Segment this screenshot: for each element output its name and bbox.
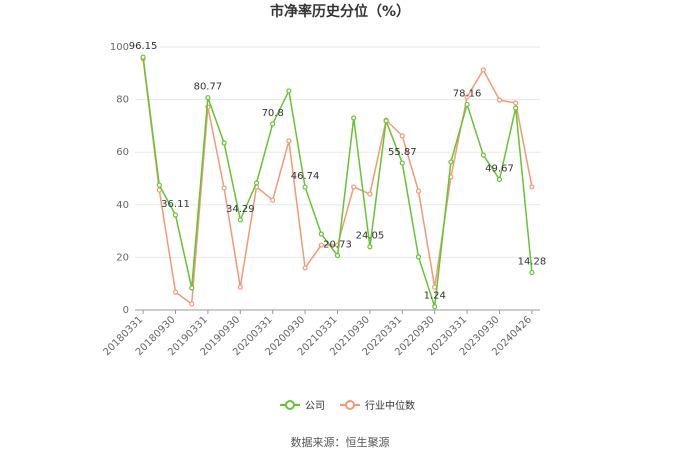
point <box>513 105 519 111</box>
point <box>156 182 162 188</box>
point <box>189 301 195 307</box>
point <box>464 94 470 100</box>
point <box>172 212 179 218</box>
point <box>529 184 535 190</box>
point <box>399 133 405 139</box>
point <box>318 242 324 248</box>
data-label: 49.67 <box>485 163 514 174</box>
chart-title: 市净率历史分位（%） <box>270 3 410 20</box>
point <box>496 176 503 182</box>
point <box>140 54 146 60</box>
legend-item: 行业中位数 <box>340 399 415 412</box>
point <box>464 101 470 108</box>
y-tick-label: 100 <box>110 42 129 53</box>
data-label: 1.24 <box>424 291 446 302</box>
data-label: 55.87 <box>388 147 417 158</box>
point <box>513 100 519 106</box>
legend-item: 公司 <box>280 400 325 412</box>
point <box>189 285 195 291</box>
point <box>415 188 422 194</box>
source: 数据来源：恒生聚源 <box>291 435 390 449</box>
point <box>383 118 389 124</box>
y-tick-label: 20 <box>116 252 129 263</box>
point <box>286 138 292 144</box>
legend-label: 公司 <box>305 401 325 412</box>
data-label: 70.8 <box>262 108 284 119</box>
data-label: 24.05 <box>356 231 385 242</box>
data-label: 96.15 <box>129 41 158 52</box>
point <box>205 94 211 101</box>
legend-marker <box>345 400 355 410</box>
point <box>367 244 373 250</box>
point <box>496 97 503 103</box>
point <box>318 231 324 237</box>
y-tick-label: 60 <box>116 147 129 158</box>
point <box>302 265 308 271</box>
point <box>302 184 308 190</box>
data-label: 20.73 <box>323 239 352 250</box>
y-tick-label: 0 <box>123 305 129 316</box>
data-label: 78.16 <box>453 88 482 99</box>
point <box>448 159 454 165</box>
point <box>221 140 227 146</box>
point <box>172 289 179 295</box>
point <box>270 121 276 127</box>
point <box>351 115 357 121</box>
data-label: 46.74 <box>291 171 320 182</box>
point <box>480 67 486 73</box>
y-tick-label: 40 <box>116 200 129 211</box>
data-label: 14.28 <box>518 256 547 267</box>
legend-label: 行业中位数 <box>365 399 415 412</box>
y-tick-label: 80 <box>116 95 129 106</box>
legend-marker <box>285 400 295 410</box>
point <box>270 197 276 203</box>
point <box>334 252 341 259</box>
data-label: 36.11 <box>161 199 190 210</box>
point <box>432 304 438 310</box>
point <box>399 160 405 166</box>
data-label: 34.29 <box>226 204 255 215</box>
point <box>529 269 535 276</box>
data-label: 80.77 <box>194 82 223 93</box>
point <box>286 88 292 94</box>
point <box>237 217 243 223</box>
point <box>415 254 422 260</box>
point <box>237 284 243 290</box>
point <box>221 185 227 191</box>
point <box>367 191 373 197</box>
point <box>351 184 357 190</box>
point <box>480 152 486 158</box>
point <box>253 180 260 186</box>
